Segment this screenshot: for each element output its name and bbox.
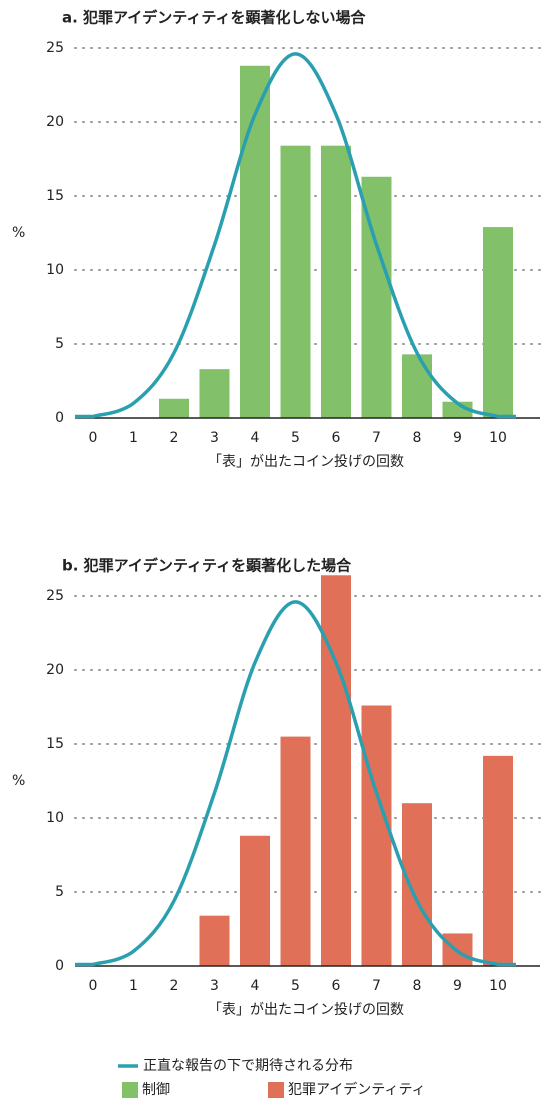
bar: [321, 145, 351, 418]
y-tick-label: 15: [46, 736, 64, 752]
y-tick-label: 5: [55, 884, 64, 900]
x-tick-label: 4: [251, 978, 260, 994]
y-axis-label: %: [12, 773, 25, 789]
expected-line: [75, 600, 516, 967]
chart-title: a. 犯罪アイデンティティを顕著化しない場合: [62, 9, 366, 27]
x-tick-label: 7: [372, 430, 381, 446]
x-tick-label: 4: [251, 430, 260, 446]
x-tick-label: 1: [129, 430, 138, 446]
y-tick-label: 25: [46, 588, 64, 604]
y-tick-label: 20: [46, 114, 64, 130]
x-tick-label: 3: [210, 430, 219, 446]
bar: [280, 145, 311, 418]
legend-label: 犯罪アイデンティティ: [288, 1081, 426, 1098]
bar: [402, 354, 432, 418]
x-axis-label: 「表」が出たコイン投げの回数: [208, 454, 404, 470]
legend-label: 制御: [142, 1082, 170, 1098]
y-tick-label: 10: [46, 810, 64, 826]
x-tick-label: 5: [291, 430, 300, 446]
bar: [199, 369, 230, 418]
bar: [240, 835, 270, 966]
bar: [321, 575, 351, 966]
legend-swatch: [122, 1082, 138, 1098]
x-tick-label: 8: [413, 978, 422, 994]
bar: [483, 227, 513, 418]
bar: [483, 755, 513, 966]
bar: [159, 398, 189, 418]
chart-title: b. 犯罪アイデンティティを顕著化した場合: [62, 557, 352, 575]
y-tick-label: 0: [55, 958, 64, 974]
x-tick-label: 0: [89, 430, 98, 446]
x-tick-label: 5: [291, 978, 300, 994]
y-axis-label: %: [12, 225, 25, 241]
x-tick-label: 2: [170, 978, 179, 994]
y-tick-label: 5: [55, 336, 64, 352]
x-axis-label: 「表」が出たコイン投げの回数: [208, 1002, 404, 1018]
bar: [361, 705, 392, 966]
x-tick-label: 3: [210, 978, 219, 994]
y-tick-label: 10: [46, 262, 64, 278]
x-tick-label: 1: [129, 978, 138, 994]
y-tick-label: 20: [46, 662, 64, 678]
legend-swatch: [268, 1082, 284, 1098]
x-tick-label: 6: [332, 978, 341, 994]
x-tick-label: 7: [372, 978, 381, 994]
legend-label: 正直な報告の下で期待される分布: [143, 1057, 353, 1074]
bar: [402, 803, 432, 966]
bar: [240, 65, 270, 418]
x-tick-label: 9: [453, 430, 462, 446]
bar: [280, 736, 311, 966]
expected-line: [75, 52, 516, 419]
x-tick-label: 2: [170, 430, 179, 446]
x-tick-label: 10: [489, 978, 507, 994]
x-tick-label: 8: [413, 430, 422, 446]
x-tick-label: 0: [89, 978, 98, 994]
x-tick-label: 9: [453, 978, 462, 994]
y-tick-label: 0: [55, 410, 64, 426]
y-tick-label: 25: [46, 40, 64, 56]
x-tick-label: 10: [489, 430, 507, 446]
x-tick-label: 6: [332, 430, 341, 446]
bar: [199, 915, 230, 966]
y-tick-label: 15: [46, 188, 64, 204]
